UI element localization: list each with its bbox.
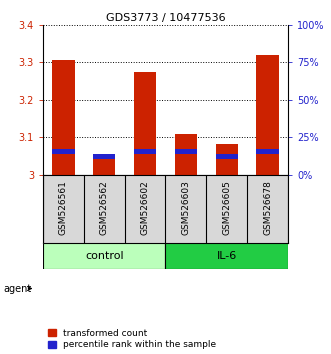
Bar bbox=[215, 144, 238, 175]
Text: IL-6: IL-6 bbox=[216, 251, 237, 261]
Bar bbox=[52, 149, 75, 154]
Bar bbox=[93, 154, 116, 159]
Text: GSM526562: GSM526562 bbox=[100, 180, 109, 235]
Text: GSM526561: GSM526561 bbox=[59, 180, 68, 235]
Text: GSM526602: GSM526602 bbox=[141, 180, 150, 235]
Legend: transformed count, percentile rank within the sample: transformed count, percentile rank withi… bbox=[48, 329, 216, 349]
Text: agent: agent bbox=[3, 284, 31, 293]
Bar bbox=[256, 55, 279, 175]
Bar bbox=[134, 72, 156, 175]
Bar bbox=[93, 154, 116, 175]
Text: GSM526603: GSM526603 bbox=[181, 180, 190, 235]
Bar bbox=[134, 149, 156, 154]
Bar bbox=[175, 149, 197, 154]
Text: control: control bbox=[85, 251, 123, 261]
Bar bbox=[175, 135, 197, 175]
Title: GDS3773 / 10477536: GDS3773 / 10477536 bbox=[106, 13, 225, 23]
Bar bbox=[52, 61, 75, 175]
Text: GSM526678: GSM526678 bbox=[263, 180, 272, 235]
Bar bbox=[43, 243, 166, 269]
Bar bbox=[166, 243, 288, 269]
Text: GSM526605: GSM526605 bbox=[222, 180, 231, 235]
Bar bbox=[256, 149, 279, 154]
Bar bbox=[215, 154, 238, 159]
